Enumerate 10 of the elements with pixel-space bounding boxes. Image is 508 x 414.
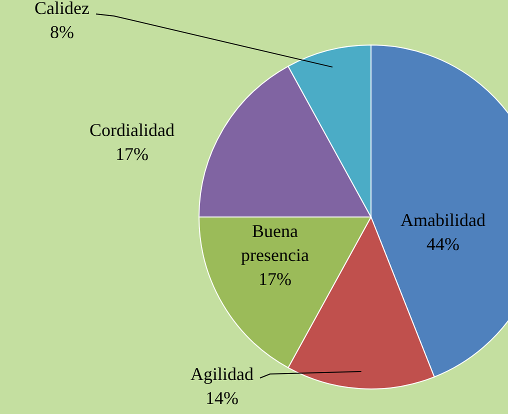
data-label: 8% <box>50 22 74 42</box>
slice-label: Buena presencia <box>241 221 309 265</box>
slice-label: Amabilidad <box>400 210 486 230</box>
data-label: 14% <box>206 388 238 408</box>
data-label: 44% <box>426 234 460 254</box>
data-label: 17% <box>258 269 292 289</box>
slice-label: Cordialidad <box>90 120 174 140</box>
slice-label: Calidez <box>34 0 90 18</box>
slice-label: Agilidad <box>190 364 254 384</box>
data-label: 17% <box>116 144 148 164</box>
